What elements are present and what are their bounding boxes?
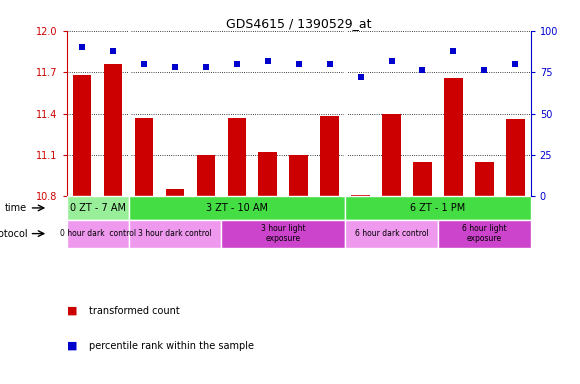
- Point: [325, 61, 334, 67]
- Point: [201, 64, 211, 70]
- Text: percentile rank within the sample: percentile rank within the sample: [89, 341, 253, 351]
- Bar: [227, 118, 246, 196]
- Bar: [166, 189, 184, 196]
- Bar: [73, 75, 92, 196]
- Bar: [259, 152, 277, 196]
- Text: ■: ■: [67, 306, 77, 316]
- Bar: [382, 114, 401, 196]
- Text: transformed count: transformed count: [89, 306, 179, 316]
- Text: 3 hour dark control: 3 hour dark control: [138, 229, 212, 238]
- Bar: [197, 155, 215, 196]
- Point: [263, 58, 273, 64]
- Bar: [351, 195, 370, 196]
- Text: 6 hour dark control: 6 hour dark control: [354, 229, 429, 238]
- Text: 0 hour dark  control: 0 hour dark control: [60, 229, 136, 238]
- Bar: [475, 162, 494, 196]
- Bar: [104, 64, 122, 196]
- Text: 0 ZT - 7 AM: 0 ZT - 7 AM: [70, 203, 126, 213]
- Point: [171, 64, 180, 70]
- Bar: [67, 196, 129, 220]
- Text: 3 ZT - 10 AM: 3 ZT - 10 AM: [206, 203, 268, 213]
- Bar: [413, 162, 432, 196]
- Point: [232, 61, 241, 67]
- Bar: [506, 119, 524, 196]
- Bar: [345, 196, 531, 220]
- Point: [294, 61, 303, 67]
- Point: [510, 61, 520, 67]
- Text: 6 ZT - 1 PM: 6 ZT - 1 PM: [410, 203, 466, 213]
- Bar: [222, 220, 345, 248]
- Point: [139, 61, 148, 67]
- Bar: [289, 155, 308, 196]
- Point: [387, 58, 396, 64]
- Text: protocol: protocol: [0, 228, 27, 238]
- Bar: [345, 220, 438, 248]
- Title: GDS4615 / 1390529_at: GDS4615 / 1390529_at: [226, 17, 371, 30]
- Bar: [320, 116, 339, 196]
- Text: time: time: [5, 203, 27, 213]
- Point: [356, 74, 365, 80]
- Point: [78, 44, 87, 50]
- Text: 3 hour light
exposure: 3 hour light exposure: [261, 224, 306, 243]
- Bar: [444, 78, 463, 196]
- Bar: [129, 220, 222, 248]
- Point: [449, 48, 458, 54]
- Bar: [129, 196, 345, 220]
- Point: [480, 68, 489, 74]
- Point: [108, 48, 118, 54]
- Bar: [438, 220, 531, 248]
- Bar: [67, 220, 129, 248]
- Bar: [135, 118, 153, 196]
- Text: ■: ■: [67, 341, 77, 351]
- Text: 6 hour light
exposure: 6 hour light exposure: [462, 224, 506, 243]
- Point: [418, 68, 427, 74]
